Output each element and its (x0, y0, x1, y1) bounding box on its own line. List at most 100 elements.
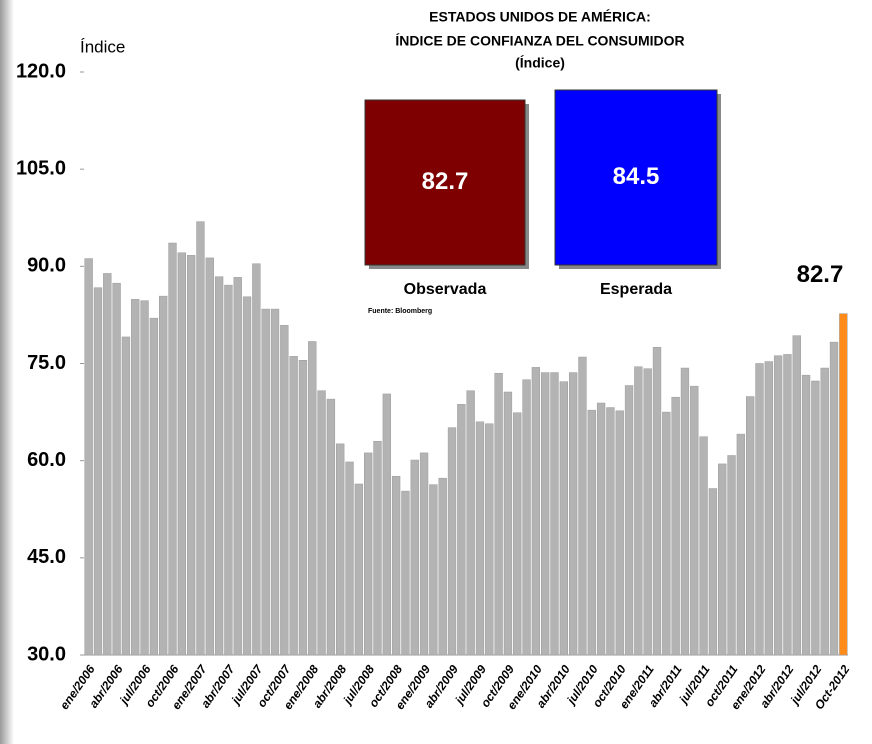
bar (84, 258, 93, 656)
bar (205, 257, 214, 656)
chart-title: ÍNDICE DE CONFIANZA DEL CONSUMIDOR (395, 33, 684, 49)
bar (457, 404, 466, 656)
bar (103, 273, 112, 656)
bar (764, 361, 773, 656)
data-label: 82.7 (797, 261, 844, 288)
bar (112, 282, 121, 656)
bar (140, 300, 149, 656)
bar (298, 360, 308, 656)
bar (587, 409, 596, 656)
bar (727, 455, 736, 656)
bar (596, 402, 606, 656)
bar (718, 463, 727, 656)
bar (438, 477, 447, 656)
bar (186, 255, 196, 656)
y-tick-label: 45.0 (27, 546, 66, 568)
bar (317, 390, 326, 656)
bar (839, 313, 848, 656)
chart-subtitle: (Índice) (515, 55, 565, 71)
bar (345, 461, 354, 656)
bar (699, 436, 708, 656)
bar (131, 299, 140, 656)
y-axis-label: Índice (80, 37, 125, 56)
bar (643, 368, 652, 656)
bar (168, 242, 177, 656)
bar (811, 380, 820, 656)
bar (801, 374, 811, 656)
bar (336, 443, 345, 656)
y-tick-label: 120.0 (16, 60, 66, 82)
bar (708, 488, 718, 656)
bar (485, 423, 494, 656)
y-tick-label: 105.0 (16, 157, 66, 179)
bar (475, 421, 485, 656)
bar (541, 372, 550, 656)
bar (354, 483, 364, 656)
indicator-box (554, 89, 718, 266)
bar (522, 379, 531, 656)
bar (503, 391, 513, 656)
bar (289, 356, 298, 656)
source: Fuente: Bloomberg (368, 308, 432, 315)
bar (606, 407, 615, 656)
bar (308, 341, 317, 656)
bar (177, 252, 186, 656)
bar (755, 363, 764, 656)
bar (829, 341, 839, 656)
bar (419, 452, 429, 656)
bar (690, 385, 699, 656)
bar (531, 367, 541, 656)
bar (410, 459, 419, 656)
y-tick-label: 90.0 (27, 255, 66, 277)
y-tick-label: 75.0 (27, 352, 66, 374)
bar (214, 276, 224, 656)
bar (513, 412, 522, 656)
bar (783, 354, 792, 656)
bar (382, 393, 391, 656)
bar (466, 390, 475, 656)
indicator-value: 84.5 (613, 163, 660, 190)
bar (671, 396, 680, 656)
bar (252, 263, 261, 656)
bar (447, 427, 457, 656)
bar (196, 221, 205, 656)
bar (93, 287, 103, 656)
bar (568, 372, 578, 656)
bar (149, 317, 159, 656)
bar (326, 398, 336, 656)
indicator-label: Observada (404, 281, 487, 298)
bar (662, 411, 671, 656)
bar (364, 452, 373, 656)
bar (242, 296, 252, 656)
indicator-box (364, 99, 526, 266)
bar (559, 381, 568, 656)
bar (792, 335, 801, 656)
bar (634, 366, 643, 656)
bar (773, 355, 783, 656)
bar (736, 433, 746, 656)
y-tick-label: 30.0 (27, 643, 66, 665)
bar (121, 336, 131, 656)
bar (401, 490, 410, 656)
bar (680, 367, 690, 656)
bar (624, 385, 634, 656)
indicator-label: Esperada (600, 281, 672, 298)
bar (550, 372, 559, 656)
bar (820, 367, 829, 656)
bar (578, 356, 587, 656)
bar (270, 308, 280, 656)
bar (615, 410, 624, 656)
chart-title: ESTADOS UNIDOS DE AMÉRICA: (429, 9, 651, 25)
bar (159, 295, 168, 656)
indicator-value: 82.7 (422, 168, 469, 195)
bar (391, 475, 401, 656)
bar (224, 284, 233, 656)
bar (233, 277, 242, 656)
bar (261, 308, 270, 656)
bar (373, 440, 382, 656)
bar (429, 484, 438, 656)
y-tick-label: 60.0 (27, 449, 66, 471)
edge-shade (0, 0, 14, 744)
